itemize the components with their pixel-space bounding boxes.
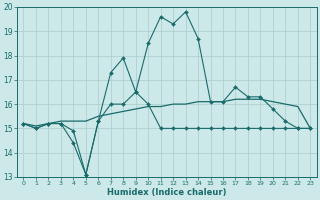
X-axis label: Humidex (Indice chaleur): Humidex (Indice chaleur) bbox=[107, 188, 227, 197]
